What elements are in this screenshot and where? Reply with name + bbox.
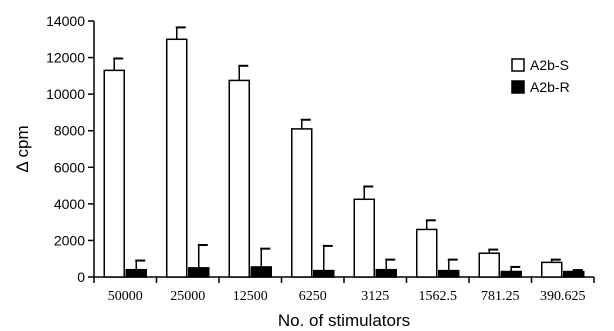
bar-a2b-s [228, 79, 250, 278]
y-ticks: 0 2000 4000 6000 8000 10000 12000 14000 [46, 13, 94, 285]
y-tick-label: 10000 [46, 86, 85, 102]
bar-a2b-r [250, 266, 272, 278]
bar-a2b-s [166, 38, 188, 278]
bar-a2b-s [103, 69, 125, 278]
bar-a2b-s [291, 128, 313, 278]
legend-label: A2b-S [530, 57, 569, 73]
bar-a2b-r [438, 269, 460, 278]
legend-swatch [511, 80, 525, 94]
x-tick-label: 3125 [361, 289, 389, 304]
bar-a2b-r [500, 270, 522, 278]
y-tick-label: 6000 [54, 159, 85, 175]
x-tick-label: 6250 [299, 289, 327, 304]
bar-a2b-s [478, 252, 500, 278]
y-tick-label: 2000 [54, 232, 85, 248]
y-axis-label: Δ cpm [13, 125, 32, 172]
legend: A2b-S A2b-R [511, 57, 570, 95]
bar-a2b-s [416, 228, 438, 278]
bar-a2b-s [353, 198, 375, 278]
bar-a2b-s [541, 261, 563, 278]
y-tick-label: 8000 [54, 123, 85, 139]
legend-swatch [511, 58, 525, 72]
bar-a2b-r [188, 267, 210, 278]
legend-label: A2b-R [530, 79, 570, 95]
x-tick-label: 1562.5 [419, 289, 458, 304]
y-tick-label: 0 [77, 269, 85, 285]
y-tick-label: 14000 [46, 13, 85, 29]
x-tick-label: 390.625 [540, 289, 586, 304]
y-tick-label: 12000 [46, 50, 85, 66]
y-tick-label: 4000 [54, 196, 85, 212]
bar-a2b-r [313, 269, 335, 278]
x-axis-label: No. of stimulators [278, 311, 410, 330]
bar-a2b-r [563, 270, 585, 278]
x-tick-label: 25000 [170, 289, 205, 304]
bar-a2b-r [375, 268, 397, 278]
x-tick-label: 12500 [233, 289, 268, 304]
x-tick-label: 781.25 [481, 289, 520, 304]
x-ticks: 50000 25000 12500 6250 3125 1562.5 781.25 390.6… [93, 277, 595, 304]
bar-a2b-r [125, 268, 147, 278]
x-tick-label: 50000 [108, 289, 143, 304]
bars [103, 26, 585, 278]
